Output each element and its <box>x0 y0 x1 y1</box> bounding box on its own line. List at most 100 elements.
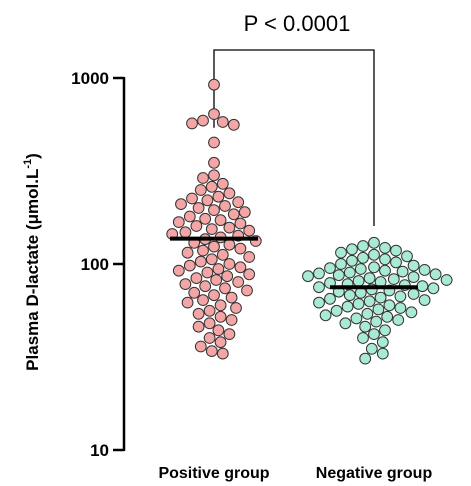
positive-point-5 <box>227 118 240 131</box>
positive-point-6 <box>208 136 220 149</box>
negative-point-41 <box>407 288 420 300</box>
negative-point-1 <box>357 240 369 252</box>
positive-point-44 <box>181 246 194 259</box>
positive-point-9 <box>197 172 209 184</box>
positive-point-30 <box>223 221 236 234</box>
positive-point-81 <box>194 340 207 353</box>
positive-point-70 <box>230 302 242 314</box>
positive-point-32 <box>243 224 256 237</box>
positive-point-62 <box>219 282 231 295</box>
negative-point-59 <box>350 312 363 325</box>
positive-point-13 <box>223 187 236 200</box>
negative-point-45 <box>324 292 336 305</box>
positive-point-11 <box>205 180 218 193</box>
category-label-positive: Positive group <box>158 465 269 482</box>
negative-point-10 <box>346 254 358 267</box>
negative-point-9 <box>379 253 391 266</box>
negative-point-42 <box>343 289 356 302</box>
positive-point-60 <box>179 278 192 291</box>
positive-point-71 <box>203 304 216 317</box>
negative-point-69 <box>376 347 389 360</box>
negative-point-47 <box>363 295 376 308</box>
positive-point-31 <box>205 223 218 236</box>
negative-point-57 <box>319 309 332 322</box>
negative-point-22 <box>429 268 442 281</box>
positive-point-24 <box>183 210 196 223</box>
negative-point-29 <box>352 275 365 287</box>
positive-point-33 <box>179 226 192 239</box>
negative-point-13 <box>407 259 420 272</box>
positive-point-15 <box>186 192 198 205</box>
positive-point-72 <box>192 307 205 320</box>
negative-point-16 <box>354 263 367 275</box>
axes: 10 100 1000 <box>71 49 375 460</box>
negative-point-2 <box>379 242 391 254</box>
negative-point-60 <box>392 314 405 326</box>
y-tick-label-10: 10 <box>90 441 109 460</box>
negative-point-50 <box>383 299 396 312</box>
positive-point-54 <box>201 266 214 279</box>
positive-point-69 <box>214 299 227 312</box>
positive-point-27 <box>172 216 185 229</box>
negative-point-58 <box>381 310 394 323</box>
positive-point-57 <box>190 272 203 285</box>
negative-point-61 <box>370 315 383 328</box>
y-tick-label-100: 100 <box>81 255 109 274</box>
negative-point-15 <box>324 262 336 275</box>
positive-point-4 <box>186 117 198 130</box>
positive-point-61 <box>199 280 212 293</box>
positive-point-66 <box>225 291 238 304</box>
negative-point-49 <box>352 298 365 310</box>
positive-point-28 <box>234 217 247 230</box>
positive-point-63 <box>241 284 253 297</box>
y-axis-title: Plasma D-lactate (μmol.L-1) <box>22 153 42 371</box>
negative-point-19 <box>396 265 409 278</box>
positive-point-73 <box>214 310 227 323</box>
negative-point-54 <box>330 304 343 317</box>
positive-point-55 <box>243 268 256 281</box>
positive-point-78 <box>223 328 236 341</box>
positive-point-14 <box>212 190 225 203</box>
negative-point-52 <box>394 302 407 314</box>
negative-point-20 <box>343 266 356 279</box>
positive-point-41 <box>208 240 220 253</box>
y-axis-title-main: Plasma D-lactate (μmol.L <box>23 169 42 371</box>
positive-point-20 <box>192 202 205 214</box>
negative-point-67 <box>376 336 389 349</box>
positive-point-8 <box>208 169 220 182</box>
positive-point-75 <box>203 317 216 330</box>
negative-point-12 <box>335 258 347 270</box>
positive-point-46 <box>243 251 256 263</box>
positive-point-2 <box>197 114 209 127</box>
negative-point-53 <box>372 303 385 316</box>
negative-point-66 <box>357 332 369 344</box>
positive-point-67 <box>197 294 209 307</box>
negative-point-68 <box>365 342 378 355</box>
positive-point-18 <box>175 198 187 211</box>
positive-point-0 <box>208 78 220 91</box>
positive-point-68 <box>181 296 194 309</box>
positive-point-48 <box>194 255 207 268</box>
positive-point-76 <box>192 320 205 333</box>
negative-point-18 <box>379 264 391 277</box>
negative-point-46 <box>418 294 431 307</box>
data-points <box>166 78 453 365</box>
negative-point-62 <box>339 317 352 330</box>
positive-point-56 <box>221 270 234 283</box>
labels: P < 0.0001 Positive group Negative group… <box>22 11 432 482</box>
negative-point-70 <box>359 352 372 365</box>
negative-point-51 <box>341 300 354 313</box>
positive-point-64 <box>188 286 201 299</box>
positive-point-40 <box>223 238 236 251</box>
negative-point-5 <box>335 246 347 259</box>
positive-point-19 <box>219 200 231 212</box>
negative-point-43 <box>394 290 407 303</box>
negative-point-28 <box>440 274 453 286</box>
y-axis-title-sup: -1 <box>22 159 34 169</box>
negative-point-44 <box>374 291 387 304</box>
positive-point-74 <box>225 314 238 326</box>
negative-point-21 <box>313 267 325 280</box>
positive-point-12 <box>194 184 207 196</box>
negative-point-26 <box>363 272 376 285</box>
